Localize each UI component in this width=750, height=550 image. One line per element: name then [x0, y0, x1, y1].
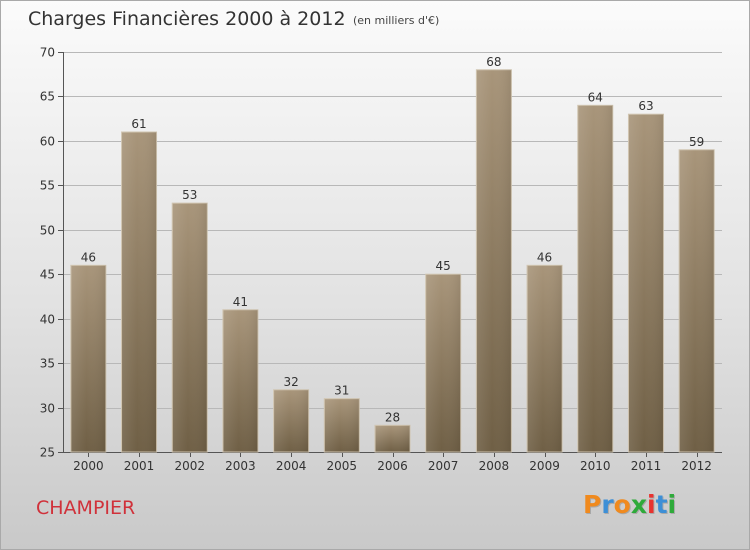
bar-shade — [324, 398, 360, 452]
data-label: 31 — [334, 384, 349, 398]
y-tick-label: 30 — [40, 402, 55, 416]
logo-letter: o — [613, 490, 631, 519]
data-label: 61 — [131, 117, 146, 131]
bar-shade — [70, 265, 106, 452]
x-tick-label: 2011 — [631, 459, 662, 473]
x-tick-label: 2009 — [529, 459, 560, 473]
grid-lines — [63, 52, 722, 409]
bar-shade — [679, 149, 715, 452]
y-tick-label: 65 — [40, 90, 55, 104]
bar-shade — [375, 425, 410, 452]
logo-letter: i — [647, 490, 656, 519]
data-label: 41 — [233, 295, 248, 309]
x-tick-label: 2004 — [276, 459, 307, 473]
x-tick-label: 2001 — [124, 459, 155, 473]
data-label: 63 — [638, 99, 653, 113]
logo-letter: i — [667, 490, 677, 519]
x-tick-label: 2007 — [428, 459, 459, 473]
x-tick-label: 2010 — [580, 459, 611, 473]
logo-letter: P — [583, 490, 602, 519]
x-tick-label: 2002 — [174, 459, 205, 473]
bar-shade — [527, 265, 563, 452]
commune-name: CHAMPIER — [36, 497, 136, 519]
bar-shade — [628, 114, 664, 452]
x-tick-label: 2012 — [681, 459, 712, 473]
chart-title: Charges Financières 2000 à 2012 — [28, 8, 346, 30]
data-label: 46 — [537, 250, 552, 264]
data-label: 46 — [81, 250, 96, 264]
data-label: 32 — [283, 375, 298, 389]
data-label: 68 — [486, 55, 501, 69]
x-tick-label: 2006 — [377, 459, 408, 473]
y-tick-label: 25 — [40, 446, 55, 460]
logo-letter: x — [630, 490, 647, 519]
bar-shade — [121, 132, 157, 452]
x-tick-label: 2008 — [479, 459, 510, 473]
bar-shade — [273, 389, 309, 452]
y-tick-label: 40 — [40, 313, 55, 327]
data-label: 28 — [385, 410, 400, 424]
y-tick-label: 60 — [40, 135, 55, 149]
y-tick-label: 55 — [40, 179, 55, 193]
bar-shade — [476, 69, 512, 453]
logo-letter: t — [655, 490, 668, 519]
data-label: 53 — [182, 188, 197, 202]
x-tick-label: 2005 — [327, 459, 358, 473]
bar-shade — [222, 309, 258, 452]
bar-shade — [577, 105, 613, 452]
logo-letter: r — [601, 490, 614, 519]
y-tick-label: 35 — [40, 357, 55, 371]
x-tick-label: 2003 — [225, 459, 256, 473]
bar-shade — [425, 274, 461, 452]
data-label: 59 — [689, 135, 704, 149]
x-tick-label: 2000 — [73, 459, 104, 473]
proxiti-logo: Proxiti — [583, 490, 676, 519]
y-tick-label: 45 — [40, 268, 55, 282]
bars — [70, 69, 715, 453]
chart-subtitle: (en milliers d'€) — [353, 14, 440, 27]
data-labels: 46 61 53 41 32 31 28 45 68 46 64 63 59 — [81, 55, 705, 425]
bar-shade — [172, 203, 208, 452]
data-label: 64 — [588, 90, 603, 104]
y-tick-label: 50 — [40, 224, 55, 238]
y-tick-label: 70 — [40, 46, 55, 60]
axes: 25 30 35 40 45 50 55 60 65 70 2000 2001 2002 2003 2004… — [40, 46, 722, 473]
data-label: 45 — [436, 259, 451, 273]
